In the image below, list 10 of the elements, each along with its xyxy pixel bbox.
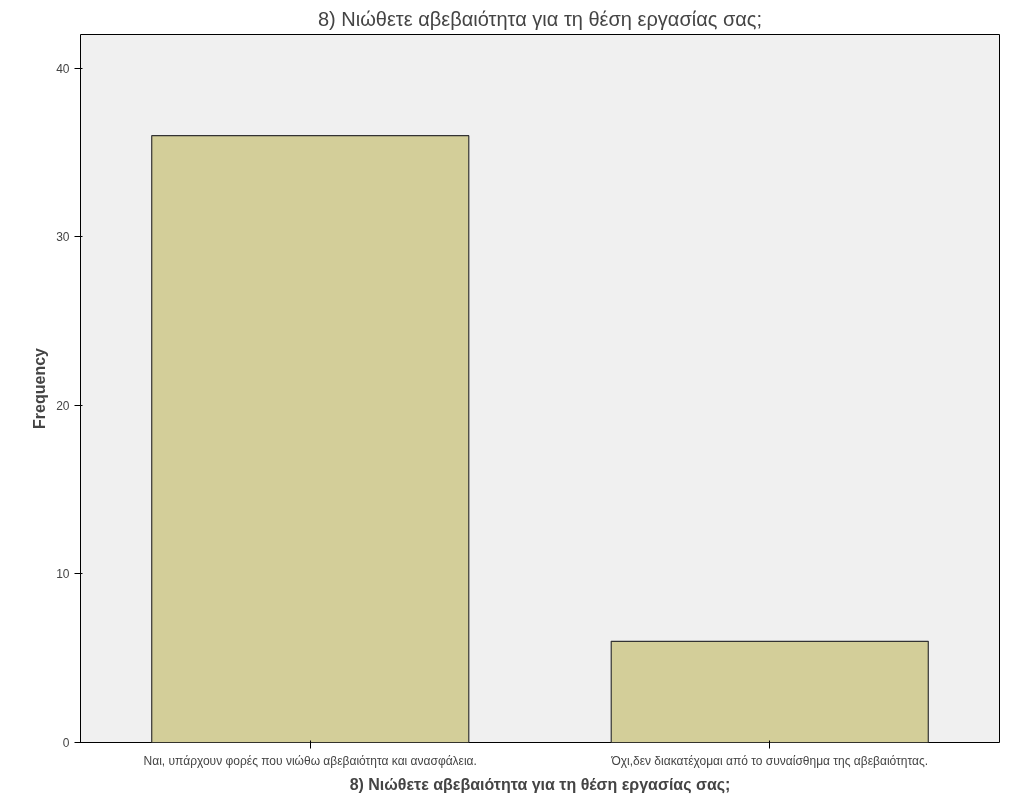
y-tick-label: 10 <box>56 567 70 582</box>
x-axis-title: 8) Νιώθετε αβεβαιότητα για τη θέση εργασίας σας; <box>349 775 731 794</box>
y-tick-label: 20 <box>56 398 70 413</box>
y-tick-label: 0 <box>62 736 70 750</box>
x-tick-label: Ναι, υπάρχουν φορές που νιώθω αβεβαιότητα και ανασφάλεια. <box>143 753 477 768</box>
chart-title: 8) Νιώθετε αβεβαιότητα για τη θέση εργασίας σας; <box>317 7 763 30</box>
y-tick-label: 40 <box>56 61 70 76</box>
y-tick-label: 30 <box>56 230 70 245</box>
x-tick-label: Όχι,δεν διακατέχομαι από το συναίσθημα της αβεβαιότητας. <box>610 753 929 768</box>
y-axis-title: Frequency <box>31 347 49 429</box>
